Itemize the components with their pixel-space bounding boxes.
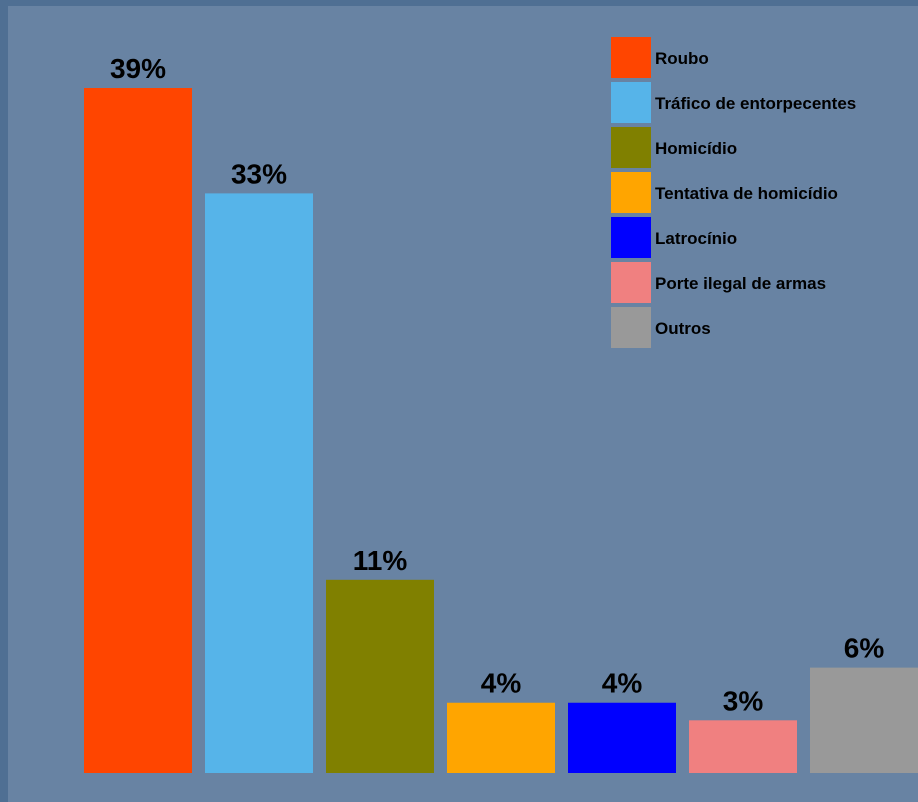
bars-group [84,88,918,773]
value-labels-group: 39% 33% 11% 4% 4% 3% 6% [110,53,884,716]
legend-swatch-1 [611,37,651,78]
legend-swatch-7 [611,307,651,348]
bar-6 [689,720,797,773]
legend-swatch-4 [611,172,651,213]
legend-swatch-3 [611,127,651,168]
bar-3 [326,579,434,773]
bar-1 [84,88,192,773]
legend-swatch-5 [611,217,651,258]
bar-2 [205,193,313,773]
bar-value-label-5: 4% [602,668,643,699]
legend-entry-3: Homicídio [655,139,737,158]
bar-7 [810,667,918,773]
bar-4 [447,702,555,773]
legend-entry-1: Roubo [655,49,709,68]
legend-entry-2: Tráfico de entorpecentes [655,94,856,113]
legend-entry-6: Porte ilegal de armas [655,274,826,293]
bar-value-label-1: 39% [110,53,166,84]
bar-5 [568,702,676,773]
bar-value-label-7: 6% [844,633,885,664]
bar-value-label-4: 4% [481,668,522,699]
bar-value-label-2: 33% [231,158,287,189]
legend-swatch-6 [611,262,651,303]
legend: Roubo Tráfico de entorpecentes Homicídio Te… [611,37,856,348]
legend-entry-4: Tentativa de homicídio [655,184,838,203]
legend-entry-5: Latrocínio [655,229,737,248]
bar-value-label-3: 11% [353,545,408,576]
legend-swatch-2 [611,82,651,123]
legend-entry-7: Outros [655,319,711,338]
bar-value-label-6: 3% [723,685,764,716]
